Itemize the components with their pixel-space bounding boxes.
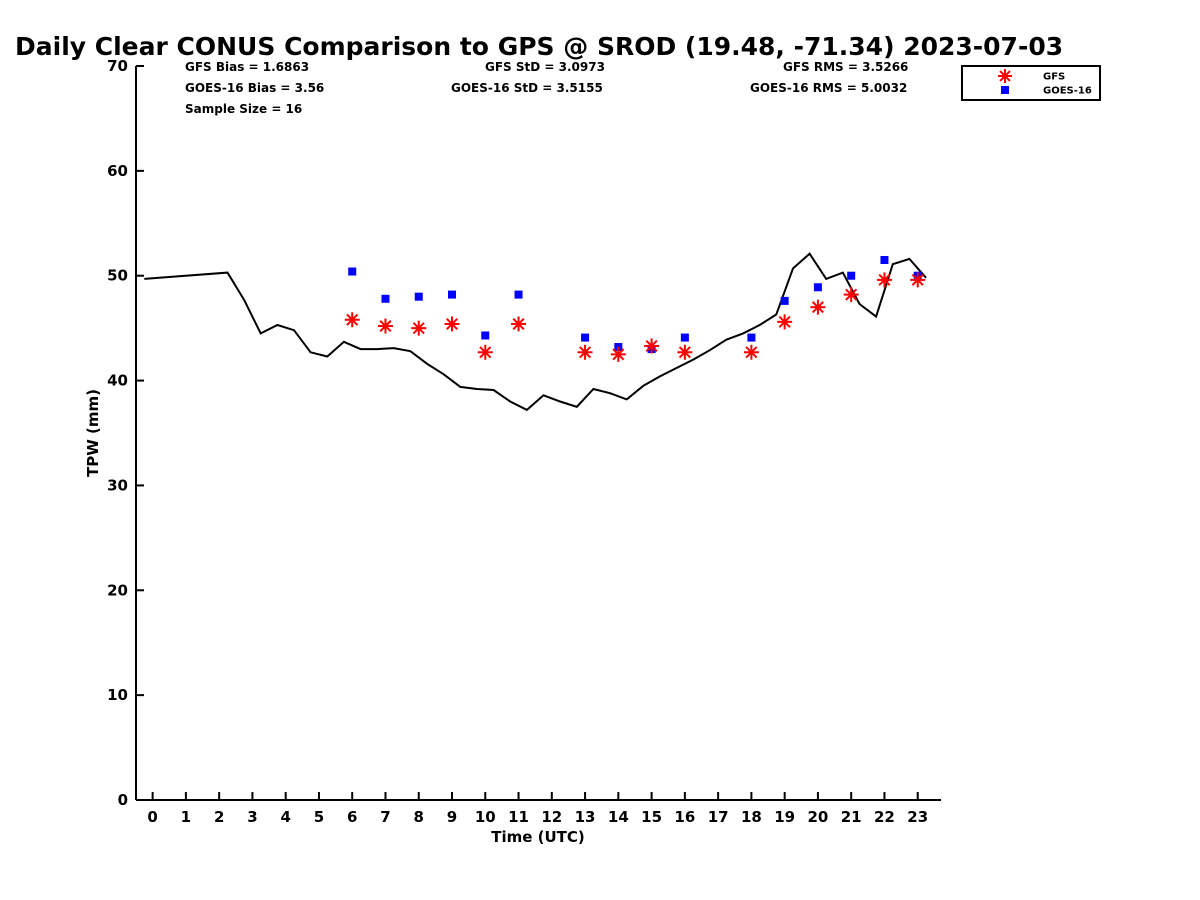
- goes16-point: [780, 296, 789, 305]
- gfs-point: [777, 314, 793, 330]
- x-tick-label: 0: [147, 808, 157, 826]
- x-tick-label: 2: [214, 808, 224, 826]
- chart-title: Daily Clear CONUS Comparison to GPS @ SR…: [15, 32, 1063, 61]
- goes16-point: [448, 290, 457, 299]
- x-tick-label: 3: [247, 808, 257, 826]
- x-tick-label: 20: [807, 808, 828, 826]
- y-tick-label: 30: [107, 476, 128, 494]
- y-tick-label: 10: [107, 686, 128, 704]
- goes16-point: [348, 267, 357, 276]
- x-tick-label: 10: [475, 808, 496, 826]
- y-axis-label: TPW (mm): [84, 389, 102, 477]
- x-tick-label: 9: [447, 808, 457, 826]
- gfs-point: [411, 320, 427, 336]
- gfs-point: [677, 344, 693, 360]
- legend-gfs-marker: [998, 69, 1012, 83]
- axes: 0 1 2 3 4 5 6 7 8 9 10 11 12 13 14 15 16 17 18 19 20 21 22 2301…: [107, 57, 941, 826]
- goes16-point: [813, 283, 822, 292]
- goes16-point: [481, 331, 490, 340]
- gfs-point: [344, 312, 360, 328]
- gfs-point: [743, 344, 759, 360]
- x-tick-label: 14: [608, 808, 629, 826]
- gfs-point: [810, 299, 826, 315]
- y-tick-label: 0: [118, 791, 128, 809]
- gfs-point: [644, 338, 660, 354]
- gfs-point: [843, 287, 859, 303]
- x-tick-label: 7: [380, 808, 390, 826]
- x-tick-label: 15: [641, 808, 662, 826]
- x-tick-label: 22: [874, 808, 895, 826]
- gfs-point: [444, 316, 460, 332]
- gfs-point: [477, 344, 493, 360]
- goes16-point: [747, 333, 756, 342]
- goes-bias-stat: GOES-16 Bias = 3.56: [185, 81, 324, 95]
- goes16-point: [880, 255, 889, 264]
- x-tick-label: 16: [674, 808, 695, 826]
- legend-goes16-marker: [1001, 86, 1009, 94]
- x-tick-label: 23: [907, 808, 928, 826]
- x-tick-label: 6: [347, 808, 357, 826]
- goes16-point: [581, 333, 590, 342]
- goes-std-stat: GOES-16 StD = 3.5155: [451, 81, 603, 95]
- goes16-point: [847, 271, 856, 280]
- x-tick-label: 12: [541, 808, 562, 826]
- x-tick-label: 1: [181, 808, 191, 826]
- gfs-point: [511, 316, 527, 332]
- y-tick-label: 70: [107, 57, 128, 75]
- goes-rms-stat: GOES-16 RMS = 5.0032: [750, 81, 907, 95]
- gfs-bias-stat: GFS Bias = 1.6863: [185, 60, 309, 74]
- x-tick-label: 11: [508, 808, 529, 826]
- y-tick-label: 60: [107, 162, 128, 180]
- y-tick-label: 50: [107, 267, 128, 285]
- x-axis-label: Time (UTC): [491, 828, 585, 846]
- legend-box: [961, 65, 1101, 101]
- x-tick-label: 4: [280, 808, 290, 826]
- x-tick-label: 5: [314, 808, 324, 826]
- legend-label: GOES-16: [1043, 86, 1092, 97]
- legend-label: GFS: [1043, 72, 1065, 83]
- gfs-point: [876, 272, 892, 288]
- gfs-point: [377, 318, 393, 334]
- plot-series: [144, 252, 927, 412]
- goes16-point: [381, 294, 390, 303]
- goes16-point: [680, 333, 689, 342]
- gfs-rms-stat: GFS RMS = 3.5266: [783, 60, 908, 74]
- gfs-std-stat: GFS StD = 3.0973: [485, 60, 605, 74]
- legend: GFS GOES-16: [961, 65, 1101, 101]
- gfs-point: [577, 344, 593, 360]
- x-tick-label: 19: [774, 808, 795, 826]
- y-tick-label: 40: [107, 372, 128, 390]
- sample-size-stat: Sample Size = 16: [185, 102, 302, 116]
- gfs-point: [910, 272, 926, 288]
- gfs-point: [610, 346, 626, 362]
- gps-series-line: [144, 252, 927, 412]
- x-tick-label: 13: [575, 808, 596, 826]
- x-tick-label: 8: [414, 808, 424, 826]
- goes16-point: [514, 290, 523, 299]
- goes16-point: [414, 292, 423, 301]
- x-tick-label: 21: [841, 808, 862, 826]
- y-tick-label: 20: [107, 581, 128, 599]
- x-tick-label: 18: [741, 808, 762, 826]
- x-tick-label: 17: [708, 808, 729, 826]
